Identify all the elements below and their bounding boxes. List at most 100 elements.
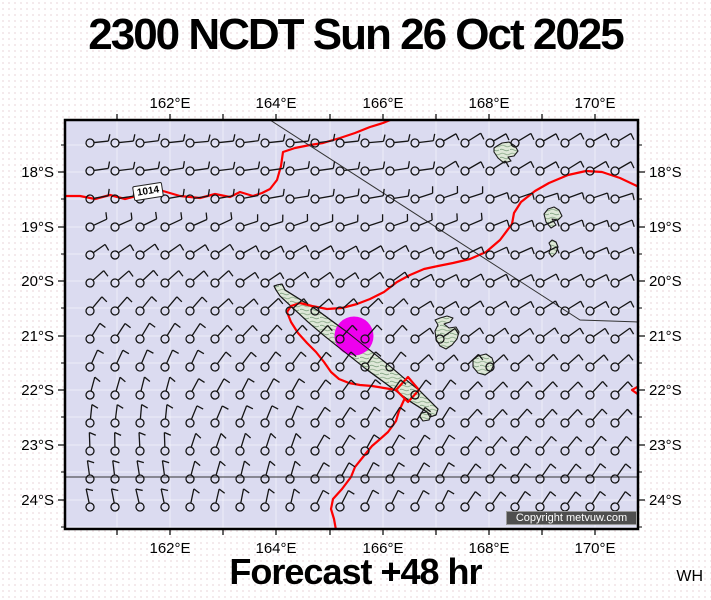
wind-barb — [285, 405, 304, 428]
wind-barb — [535, 161, 560, 176]
wind-barb — [235, 271, 260, 288]
wind-barb — [135, 161, 161, 176]
wind-barb — [285, 134, 311, 148]
wind-barb — [435, 300, 460, 316]
wind-barb — [285, 161, 311, 176]
wind-barb — [85, 404, 99, 428]
wind-barb — [560, 246, 585, 260]
wind-barb — [160, 376, 176, 400]
wind-barb — [185, 134, 211, 148]
wind-barb — [260, 488, 275, 512]
wind-barb — [185, 432, 202, 456]
forecast-hour-title: Forecast +48 hr — [229, 551, 482, 592]
wind-barb — [410, 213, 433, 232]
wind-barb — [260, 297, 284, 316]
wind-barb — [185, 405, 204, 428]
wind-barb — [85, 322, 106, 344]
wind-barb — [310, 133, 336, 148]
wind-barb — [85, 296, 108, 316]
wind-barb — [235, 405, 254, 428]
wind-barb — [410, 406, 431, 428]
wind-barb — [285, 189, 311, 204]
wind-barb — [585, 463, 607, 484]
wind-barb — [235, 377, 255, 400]
wind-barb — [435, 160, 460, 176]
wind-barb — [260, 134, 286, 148]
wind-barb — [385, 271, 410, 288]
wind-barb — [110, 322, 131, 344]
wind-barb — [560, 300, 585, 316]
wind-barb — [285, 433, 302, 456]
wind-barb — [260, 324, 283, 344]
wind-barb — [410, 300, 435, 316]
lat-label-left: 19°S — [21, 219, 54, 236]
lat-label-right: 21°S — [649, 328, 682, 345]
wind-barb — [535, 273, 560, 288]
wind-barb — [410, 186, 434, 204]
wind-barb — [85, 134, 111, 148]
wind-barb — [485, 246, 510, 260]
wind-barb — [585, 192, 610, 204]
coastline-overlay — [273, 283, 439, 418]
wind-barb — [210, 212, 233, 232]
wind-barb — [210, 243, 235, 260]
wind-barb — [360, 297, 384, 316]
wind-barb — [435, 185, 459, 204]
wind-barb — [185, 488, 200, 512]
wind-barb — [410, 434, 431, 456]
wind-barb — [210, 488, 226, 512]
wind-barb — [410, 354, 434, 372]
wind-barb — [360, 379, 382, 400]
wind-barb — [235, 488, 250, 512]
wind-barb — [560, 354, 584, 372]
wind-barb — [335, 298, 359, 316]
lat-label-right: 24°S — [649, 492, 682, 509]
wind-barb — [135, 376, 151, 400]
wind-barb — [160, 243, 185, 260]
wind-barb — [585, 490, 606, 512]
wind-barb — [110, 349, 130, 372]
wind-barb — [310, 351, 332, 372]
wind-barb — [135, 322, 156, 344]
wind-barb — [435, 462, 455, 484]
wind-barb — [535, 219, 560, 232]
wind-barb — [460, 161, 485, 176]
wind-barb — [485, 491, 507, 512]
wind-barb — [485, 133, 510, 148]
wind-barb — [360, 134, 386, 148]
wind-barb — [585, 300, 610, 316]
wind-barb — [610, 327, 635, 344]
wind-barb — [535, 408, 558, 428]
wind-barb — [235, 460, 251, 484]
isobar-line — [329, 398, 406, 529]
wind-barb — [310, 245, 335, 260]
wind-barb — [510, 246, 535, 260]
isobar-line — [285, 169, 638, 392]
wind-barb — [360, 161, 386, 176]
wind-barb — [585, 354, 609, 372]
wind-barb — [160, 404, 174, 428]
wind-barb — [135, 460, 145, 484]
wind-barb — [235, 245, 260, 260]
wind-barb — [185, 296, 208, 316]
wind-barb — [235, 161, 261, 176]
wind-barb — [260, 161, 286, 176]
wind-barb — [310, 406, 331, 428]
wind-barb — [235, 325, 258, 344]
wind-barb — [260, 351, 282, 372]
wind-barb — [385, 213, 409, 232]
wind-barb — [160, 488, 170, 512]
wind-barb — [210, 351, 232, 372]
wind-barb — [460, 463, 482, 484]
wind-barb — [435, 246, 460, 260]
wind-barb — [435, 406, 456, 428]
wind-barb — [335, 462, 356, 484]
wind-barb — [510, 490, 531, 512]
wind-barb — [435, 434, 456, 456]
wind-barb — [360, 434, 381, 456]
wind-barb — [485, 381, 509, 400]
lon-label-bottom: 170°E — [574, 540, 615, 557]
wind-barb — [535, 246, 560, 260]
